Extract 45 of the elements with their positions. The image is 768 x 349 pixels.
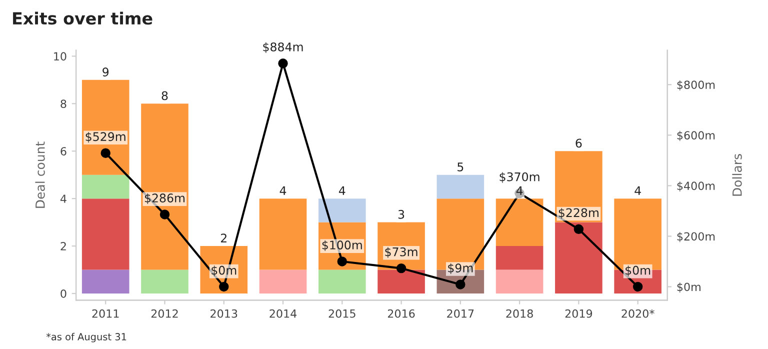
- y-tick-label: 4: [60, 194, 66, 203]
- total-label: 4: [634, 186, 641, 195]
- y-tick-label: 8: [60, 100, 66, 108]
- data-label: $0m: [212, 266, 236, 276]
- chart-title: Exits over time: [13, 12, 152, 25]
- x-tick-label: 2013: [210, 309, 238, 318]
- data-label: $228m: [558, 208, 598, 219]
- y-tick-label: 0: [60, 289, 66, 298]
- x-tick-label: 2018: [506, 309, 533, 318]
- total-label: 4: [516, 186, 523, 195]
- data-label: $73m: [385, 247, 418, 258]
- x-tick-label: 2019: [565, 309, 592, 318]
- total-label: 9: [102, 68, 109, 76]
- y2-tick-label: $600m: [677, 130, 715, 142]
- total-label: 6: [576, 138, 582, 148]
- x-tick-label: 2012: [151, 309, 178, 318]
- y2-tick-label: $400m: [677, 181, 715, 192]
- total-label: 4: [338, 186, 346, 195]
- x-tick-label: 2014: [270, 309, 297, 318]
- y2-axis-title: Dollars: [732, 154, 742, 196]
- data-label: $286m: [144, 193, 185, 204]
- x-tick-label: 2011: [92, 309, 119, 318]
- x-tick-label: 2017: [447, 309, 474, 318]
- data-label: $9m: [448, 263, 473, 274]
- total-label: 4: [280, 186, 286, 195]
- y2-tick-label: $200m: [677, 232, 715, 242]
- x-tick-label: 2016: [388, 309, 415, 318]
- total-label: 8: [162, 91, 168, 100]
- data-label: $0m: [626, 266, 650, 276]
- y-axis-title: Deal count: [35, 142, 45, 208]
- total-label: 5: [458, 162, 464, 172]
- y2-tick-label: $0m: [677, 282, 700, 293]
- total-label: 3: [398, 210, 404, 219]
- y-tick-label: 6: [60, 147, 66, 156]
- data-label: $100m: [322, 240, 362, 252]
- x-tick-label: 2020*: [622, 309, 654, 318]
- data-label: $370m: [500, 172, 540, 183]
- y-tick-label: 10: [54, 52, 66, 61]
- x-tick-label: 2015: [328, 309, 356, 318]
- y-tick-label: 2: [60, 242, 66, 250]
- y2-tick-label: $800m: [677, 80, 715, 90]
- data-label: $884m: [263, 42, 303, 53]
- total-label: 2: [220, 234, 226, 242]
- text: *as of August 31: [46, 332, 126, 342]
- data-label: $529m: [86, 132, 126, 143]
